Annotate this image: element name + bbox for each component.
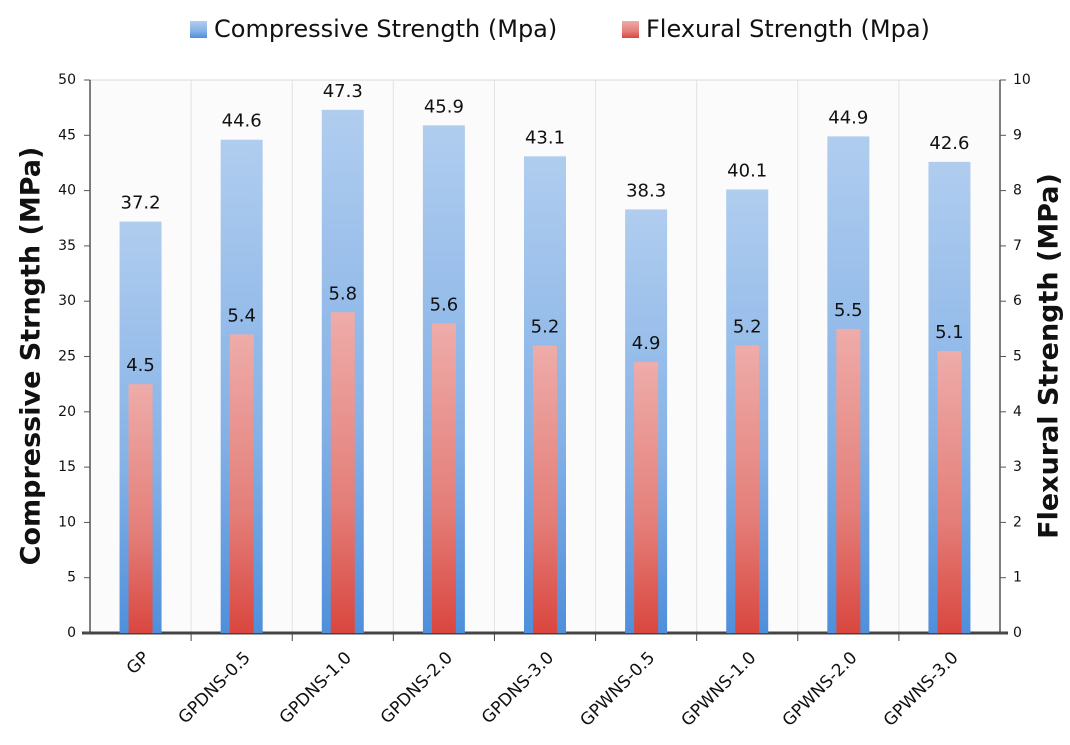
bar [128,384,153,633]
x-tick-label: GPWNS-1.0 [678,648,761,731]
y-axis-title: Compressive Strngth (MPa) [16,147,47,566]
value-label: 4.9 [632,333,661,354]
y-tick-label: 30 [58,293,76,309]
bar [533,345,557,633]
value-label: 40.1 [727,160,767,181]
value-label: 4.5 [126,355,155,376]
value-label: 5.4 [227,305,256,326]
x-tick-label: GPDNS-3.0 [478,648,558,728]
y-tick-label: 40 [58,183,76,199]
y-tick-label: 0 [67,625,76,641]
value-label: 44.6 [222,111,262,132]
y-tick-label: 25 [58,349,76,365]
bar [229,334,254,633]
y2-tick-label: 0 [1013,625,1022,641]
x-tick-label: GPWNS-3.0 [880,648,963,731]
legend-swatch [190,21,207,38]
y2-tick-label: 5 [1013,349,1022,365]
y-tick-label: 15 [58,459,76,475]
y-tick-label: 10 [58,514,76,530]
bar [330,312,355,633]
value-label: 5.2 [733,316,762,337]
value-label: 38.3 [626,180,666,201]
value-label: 44.9 [828,107,868,128]
y-tick-label: 20 [58,404,76,420]
bar [937,350,962,633]
y2-tick-label: 2 [1013,514,1022,530]
value-label: 5.1 [935,322,964,343]
bar [431,323,456,633]
y-tick-label: 50 [58,72,76,88]
legend-label: Compressive Strength (Mpa) [214,15,557,43]
y-tick-label: 45 [58,127,76,143]
y2-tick-label: 3 [1013,459,1022,475]
x-tick-label: GP [123,648,154,679]
value-label: 37.2 [121,193,161,214]
y2-tick-label: 7 [1013,238,1022,254]
value-label: 5.8 [328,283,357,304]
x-tick-label: GPWNS-2.0 [779,648,862,731]
y-tick-label: 35 [58,238,76,254]
y2-tick-label: 8 [1013,183,1022,199]
legend-label: Flexural Strength (Mpa) [646,15,930,43]
x-tick-label: GPWNS-0.5 [577,648,660,731]
bar [634,362,659,633]
y2-tick-label: 9 [1013,127,1022,143]
x-tick-label: GPDNS-2.0 [377,648,457,728]
value-label: 47.3 [323,81,363,102]
y2-tick-label: 10 [1013,72,1031,88]
y2-axis-title: Flexural Strength (MPa) [1034,173,1065,539]
value-label: 45.9 [424,96,464,117]
legend-swatch [622,21,639,38]
value-label: 43.1 [525,127,565,148]
value-label: 5.2 [531,316,560,337]
x-tick-label: GPDNS-1.0 [276,648,356,728]
value-label: 42.6 [929,133,969,154]
y2-tick-label: 6 [1013,293,1022,309]
y2-tick-label: 4 [1013,404,1022,420]
bar [836,328,861,633]
y-tick-label: 5 [67,570,76,586]
y2-tick-label: 1 [1013,570,1022,586]
value-label: 5.5 [834,300,863,321]
bar [735,345,760,633]
value-label: 5.6 [430,294,459,315]
x-tick-label: GPDNS-0.5 [175,648,255,728]
